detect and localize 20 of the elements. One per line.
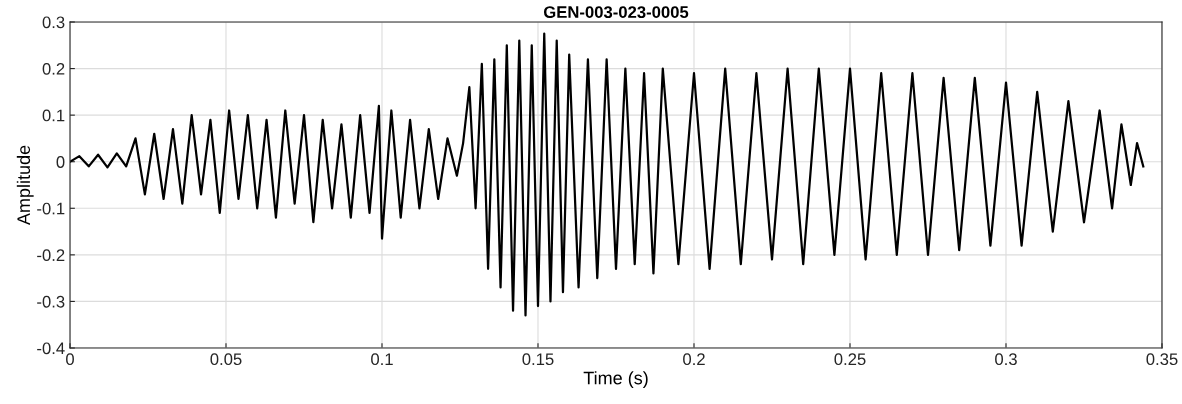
y-tick-label: -0.2 (37, 249, 65, 262)
x-axis-title: Time (s) (583, 371, 648, 388)
y-axis-title: Amplitude (16, 145, 34, 226)
x-tick-label: 0.15 (522, 353, 554, 366)
y-tick-label: 0.3 (42, 16, 65, 29)
line-series (70, 32, 1145, 317)
y-tick-label: 0.1 (42, 109, 65, 122)
y-tick-label: -0.1 (37, 202, 65, 215)
x-tick-label: 0.2 (683, 353, 705, 366)
y-tick-label: 0.2 (42, 62, 65, 75)
x-tick-label: 0.25 (834, 353, 866, 366)
y-tick-label: -0.3 (37, 295, 65, 308)
x-tick-label: 0 (66, 353, 74, 366)
y-tick-label: -0.4 (37, 342, 65, 355)
x-tick-label: 0.3 (995, 353, 1017, 366)
x-tick-label: 0.35 (1146, 353, 1178, 366)
x-tick-label: 0.05 (210, 353, 242, 366)
x-tick-label: 0.1 (371, 353, 393, 366)
chart-title: GEN-003-023-0005 (543, 6, 689, 19)
y-tick-label: 0 (56, 156, 65, 168)
